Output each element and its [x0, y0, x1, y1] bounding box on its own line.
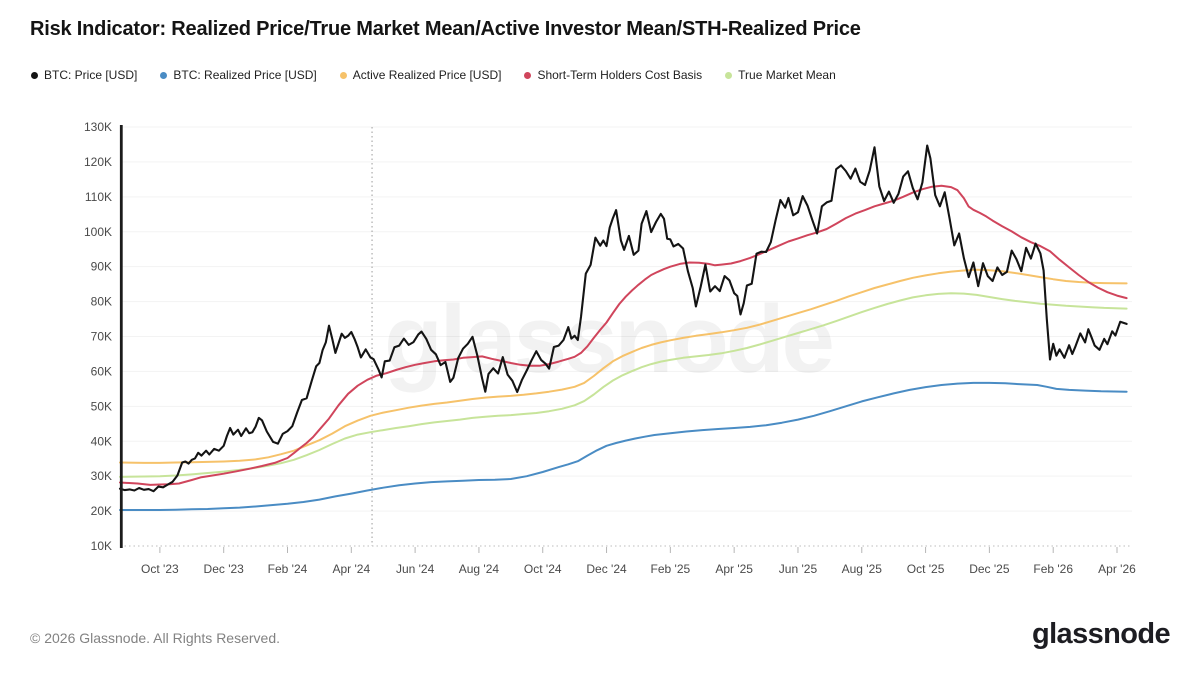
- y-tick-label: 120K: [84, 155, 112, 169]
- legend-label: True Market Mean: [738, 68, 836, 82]
- chart-legend: BTC: Price [USD] BTC: Realized Price [US…: [31, 68, 836, 82]
- y-tick-label: 70K: [91, 330, 112, 344]
- x-tick-label: Apr '24: [332, 562, 370, 576]
- legend-label: BTC: Price [USD]: [44, 68, 138, 82]
- legend-label: Active Realized Price [USD]: [352, 68, 502, 82]
- y-tick-label: 10K: [91, 539, 112, 553]
- y-tick-label: 50K: [91, 399, 112, 413]
- x-tick-label: Jun '24: [396, 562, 435, 576]
- sth-cost-basis-color-dot: [524, 71, 532, 79]
- y-tick-label: 90K: [91, 260, 112, 274]
- legend-label: Short-Term Holders Cost Basis: [537, 68, 703, 82]
- x-tick-label: Dec '24: [586, 562, 627, 576]
- x-tick-label: Apr '26: [1098, 562, 1136, 576]
- watermark-text: glassnode: [384, 286, 832, 393]
- x-tick-label: Dec '23: [204, 562, 245, 576]
- realized-price-color-dot: [160, 71, 168, 79]
- x-tick-label: Jun '25: [779, 562, 818, 576]
- x-tick-label: Aug '25: [842, 562, 883, 576]
- y-tick-label: 30K: [91, 469, 112, 483]
- series-line-realized-price: [119, 381, 1128, 511]
- x-tick-label: Feb '25: [651, 562, 691, 576]
- copyright-text: © 2026 Glassnode. All Rights Reserved.: [30, 630, 281, 646]
- x-tick-label: Oct '24: [524, 562, 562, 576]
- x-tick-label: Feb '24: [268, 562, 308, 576]
- x-tick-label: Oct '23: [141, 562, 179, 576]
- legend-item-btc-price[interactable]: BTC: Price [USD]: [31, 68, 137, 82]
- active-realized-price-color-dot: [339, 71, 347, 79]
- x-tick-label: Apr '25: [715, 562, 753, 576]
- legend-item-realized-price[interactable]: BTC: Realized Price [USD]: [160, 68, 317, 82]
- y-tick-label: 110K: [85, 190, 112, 204]
- series-line-sth-cost-basis: [119, 184, 1128, 486]
- legend-item-sth-cost-basis[interactable]: Short-Term Holders Cost Basis: [524, 68, 702, 82]
- legend-item-active-realized-price[interactable]: Active Realized Price [USD]: [339, 68, 502, 82]
- series-line-active-realized-price: [119, 268, 1128, 464]
- page-title: Risk Indicator: Realized Price/True Mark…: [30, 18, 861, 40]
- y-tick-label: 100K: [84, 225, 112, 239]
- y-tick-label: 40K: [91, 434, 112, 448]
- y-tick-label: 130K: [84, 120, 112, 134]
- y-tick-label: 60K: [91, 364, 112, 378]
- x-tick-label: Feb '26: [1033, 562, 1073, 576]
- glassnode-logo: glassnode: [1031, 618, 1171, 650]
- series-line-true-market-mean: [119, 292, 1128, 478]
- x-tick-label: Dec '25: [969, 562, 1010, 576]
- y-tick-label: 20K: [91, 504, 112, 518]
- true-market-mean-color-dot: [725, 71, 733, 79]
- legend-label: BTC: Realized Price [USD]: [173, 68, 317, 82]
- btc-price-color-dot: [31, 71, 38, 79]
- series-line-btc-price: [118, 144, 1128, 493]
- x-tick-label: Aug '24: [459, 562, 500, 576]
- legend-item-true-market-mean[interactable]: True Market Mean: [725, 68, 836, 82]
- y-tick-label: 80K: [91, 295, 112, 309]
- x-tick-label: Oct '25: [907, 562, 945, 576]
